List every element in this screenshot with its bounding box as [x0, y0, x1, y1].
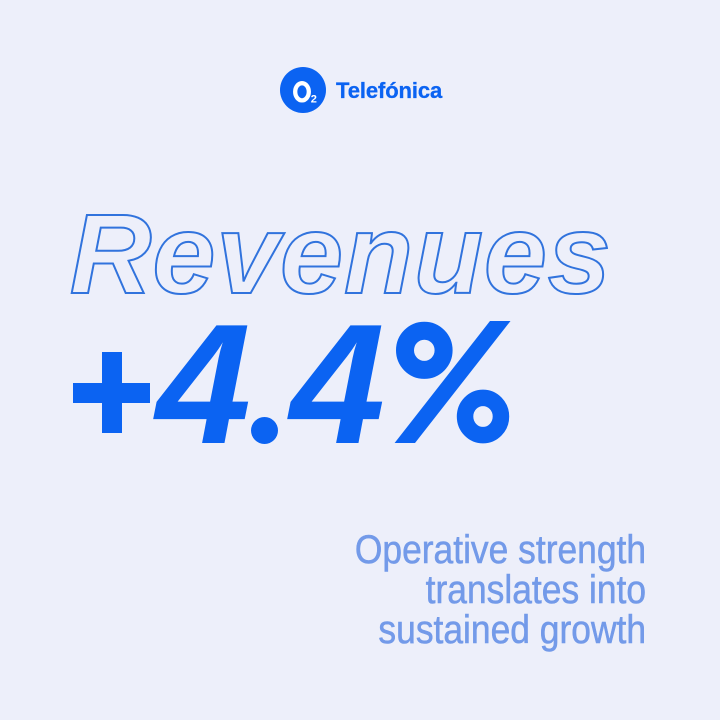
- svg-text:2: 2: [311, 94, 317, 106]
